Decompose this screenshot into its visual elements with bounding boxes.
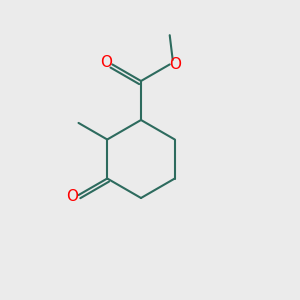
- Text: O: O: [169, 57, 181, 72]
- Text: O: O: [66, 189, 78, 204]
- Text: O: O: [100, 56, 112, 70]
